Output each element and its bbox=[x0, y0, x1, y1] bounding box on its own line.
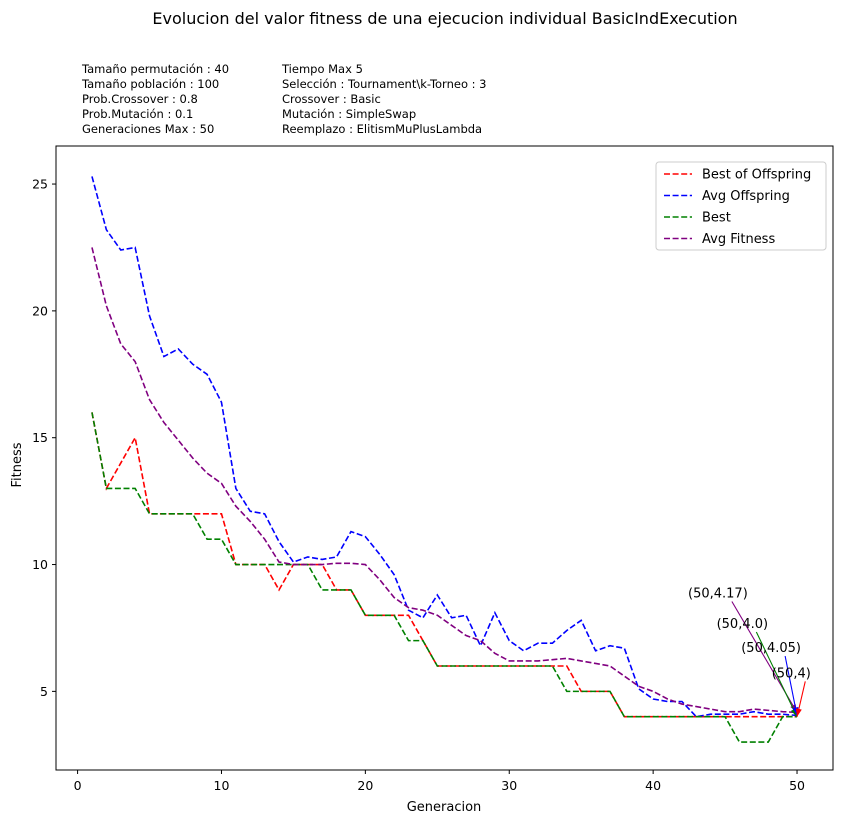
y-tick-label: 20 bbox=[32, 303, 48, 318]
series-line-avg-offspring bbox=[91, 176, 798, 718]
annotation-label: (50,4) bbox=[772, 666, 811, 681]
series-line-avg-fitness bbox=[91, 247, 798, 714]
param-left-0: Tamaño permutación : 40 bbox=[81, 62, 229, 76]
x-axis-label: Generacion bbox=[407, 800, 482, 815]
annotation-label: (50,4.05) bbox=[741, 641, 801, 656]
param-right-1: Selección : Tournament\k-Torneo : 3 bbox=[282, 77, 487, 91]
param-left-1: Tamaño población : 100 bbox=[81, 77, 219, 91]
legend-entry: Avg Fitness bbox=[702, 232, 775, 247]
param-right-2: Crossover : Basic bbox=[282, 92, 381, 106]
y-tick-label: 10 bbox=[32, 557, 48, 572]
annotation-arrow bbox=[784, 655, 798, 716]
param-right-4: Reemplazo : ElitismMuPlusLambda bbox=[282, 122, 482, 136]
annotation-arrowhead bbox=[795, 708, 802, 717]
y-axis-ticks: 5 10 15 20 25 bbox=[32, 177, 56, 699]
y-tick-label: 5 bbox=[40, 684, 48, 699]
annotation-label: (50,4.0) bbox=[717, 617, 769, 632]
chart-title: Evolucion del valor fitness de una ejecu… bbox=[152, 9, 737, 28]
x-axis-ticks: 0 10 20 30 40 50 bbox=[74, 770, 805, 793]
x-tick-label: 40 bbox=[645, 778, 661, 793]
annotation-arrow bbox=[755, 631, 798, 717]
x-tick-label: 20 bbox=[357, 778, 373, 793]
axes-frame bbox=[55, 145, 834, 771]
x-tick-label: 30 bbox=[501, 778, 517, 793]
y-axis-label: Fitness bbox=[10, 442, 25, 487]
legend-entry: Best bbox=[702, 211, 731, 226]
annotation-label: (50,4.17) bbox=[688, 587, 748, 602]
x-tick-label: 50 bbox=[789, 778, 805, 793]
param-right-0: Tiempo Max 5 bbox=[281, 62, 363, 76]
param-left-4: Generaciones Max : 50 bbox=[82, 122, 214, 136]
param-right-3: Mutación : SimpleSwap bbox=[282, 107, 416, 121]
annotations: (50,4.17) (50,4.0) (50,4.05) (50,4) bbox=[688, 587, 811, 717]
series-line-best bbox=[91, 412, 798, 743]
x-tick-label: 0 bbox=[74, 778, 82, 793]
y-tick-label: 15 bbox=[32, 430, 48, 445]
legend: Best of Offspring Avg Offspring Best Avg Fi… bbox=[655, 161, 827, 251]
x-tick-label: 10 bbox=[214, 778, 230, 793]
param-left-2: Prob.Crossover : 0.8 bbox=[82, 92, 198, 106]
legend-entry: Avg Offspring bbox=[702, 189, 790, 204]
param-left-3: Prob.Mutación : 0.1 bbox=[82, 107, 193, 121]
y-tick-label: 25 bbox=[32, 177, 48, 192]
legend-box bbox=[655, 161, 827, 251]
plot-area bbox=[91, 176, 798, 743]
legend-entry: Best of Offspring bbox=[702, 168, 811, 183]
series-line-best-of-offspring bbox=[91, 412, 798, 718]
